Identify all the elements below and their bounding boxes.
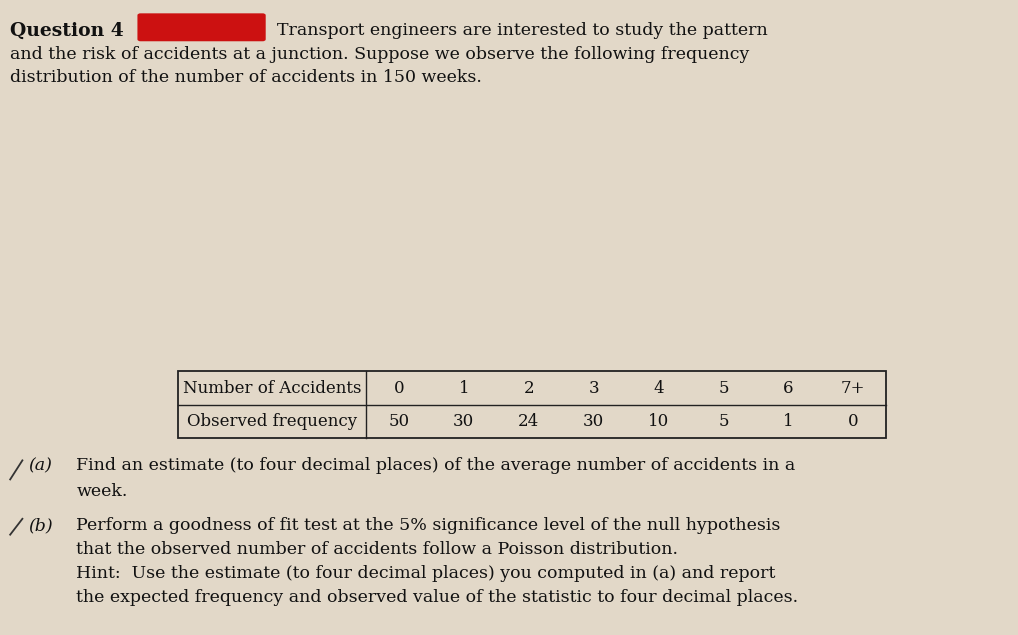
Text: 30: 30 (583, 413, 605, 430)
Text: 3: 3 (588, 380, 599, 397)
Text: 0: 0 (848, 413, 858, 430)
FancyBboxPatch shape (137, 13, 266, 41)
Text: 4: 4 (654, 380, 664, 397)
Text: (a): (a) (29, 457, 52, 474)
Text: that the observed number of accidents follow a Poisson distribution.: that the observed number of accidents fo… (76, 541, 678, 558)
Text: 7+: 7+ (841, 380, 865, 397)
Text: Number of Accidents: Number of Accidents (183, 380, 361, 397)
Text: Question 4: Question 4 (10, 22, 124, 40)
Text: (b): (b) (29, 517, 53, 534)
Text: 1: 1 (783, 413, 794, 430)
Text: 10: 10 (647, 413, 669, 430)
Text: distribution of the number of accidents in 150 weeks.: distribution of the number of accidents … (10, 69, 483, 86)
Text: 5: 5 (718, 413, 729, 430)
Text: Observed frequency: Observed frequency (187, 413, 357, 430)
Text: 6: 6 (783, 380, 794, 397)
Text: week.: week. (76, 483, 127, 500)
Text: 30: 30 (453, 413, 474, 430)
Text: and the risk of accidents at a junction. Suppose we observe the following freque: and the risk of accidents at a junction.… (10, 46, 749, 63)
Text: 24: 24 (518, 413, 540, 430)
Text: Hint:  Use the estimate (to four decimal places) you computed in (a) and report: Hint: Use the estimate (to four decimal … (76, 565, 776, 582)
Text: the expected frequency and observed value of the statistic to four decimal place: the expected frequency and observed valu… (76, 589, 798, 606)
Text: 50: 50 (388, 413, 409, 430)
Text: 2: 2 (523, 380, 534, 397)
Text: Transport engineers are interested to study the pattern: Transport engineers are interested to st… (277, 22, 768, 39)
Text: Find an estimate (to four decimal places) of the average number of accidents in : Find an estimate (to four decimal places… (76, 457, 796, 474)
Text: 0: 0 (394, 380, 404, 397)
Text: Perform a goodness of fit test at the 5% significance level of the null hypothes: Perform a goodness of fit test at the 5%… (76, 517, 781, 534)
Text: 1: 1 (458, 380, 469, 397)
Text: 5: 5 (718, 380, 729, 397)
